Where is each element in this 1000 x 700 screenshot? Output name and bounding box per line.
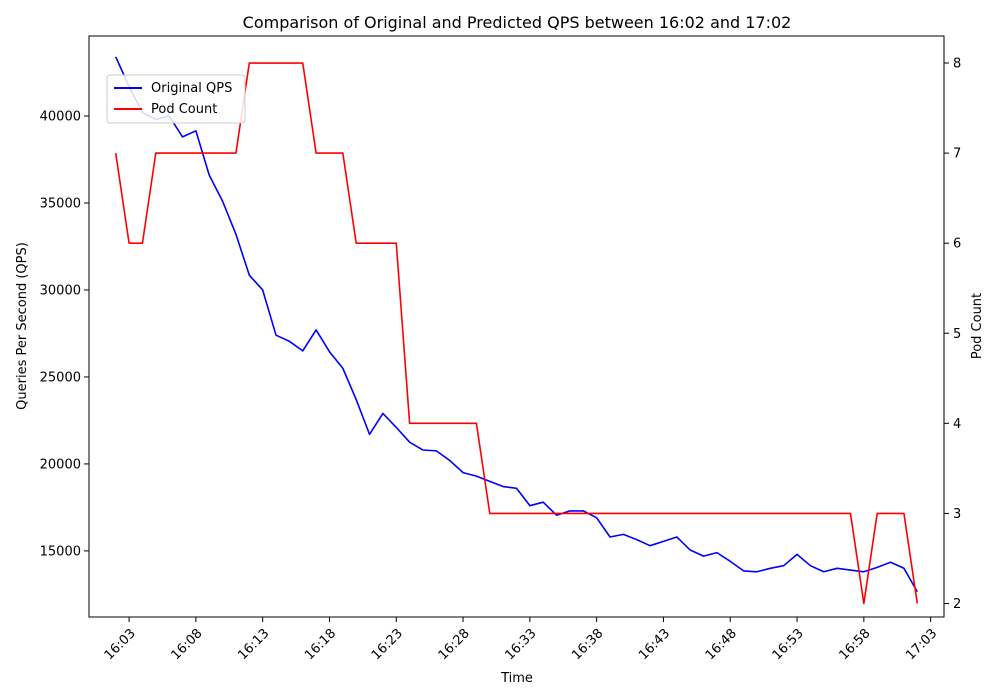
y-axis-label-left: Queries Per Second (QPS) — [15, 242, 30, 410]
series-line-original-qps — [114, 56, 918, 593]
y-right-tick-label: 6 — [953, 237, 961, 252]
x-tick-label: 16:53 — [770, 626, 807, 663]
y-right-tick-label: 5 — [953, 327, 961, 342]
x-tick-label: 16:28 — [436, 626, 473, 663]
series-line-pod-count — [114, 62, 919, 605]
x-tick-label: 16:48 — [703, 626, 740, 663]
y-right-tick-label: 4 — [953, 417, 961, 432]
y-right-tick-label: 7 — [953, 147, 961, 162]
x-tick-label: 17:03 — [903, 626, 940, 663]
series-layer — [114, 56, 919, 605]
x-tick-label: 16:33 — [502, 626, 539, 663]
chart-title: Comparison of Original and Predicted QPS… — [243, 13, 792, 32]
y-left-tick-label: 15000 — [40, 544, 81, 559]
y-left-tick-label: 40000 — [40, 110, 81, 125]
y-right-tick-label: 8 — [953, 57, 961, 72]
y-left-tick-label: 30000 — [40, 283, 81, 298]
legend-label-original-qps: Original QPS — [151, 81, 232, 96]
y-left-tick-label: 35000 — [40, 196, 81, 211]
y-left-tick-label: 20000 — [40, 457, 81, 472]
x-tick-label: 16:18 — [302, 626, 339, 663]
y-right-tick-label: 3 — [953, 507, 961, 522]
x-tick-label: 16:23 — [369, 626, 406, 663]
legend-label-pod-count: Pod Count — [151, 102, 217, 117]
y-left-tick-label: 25000 — [40, 370, 81, 385]
x-tick-label: 16:58 — [836, 626, 873, 663]
x-axis-label: Time — [500, 671, 533, 686]
y-axis-label-right: Pod Count — [970, 293, 985, 359]
y-right-tick-label: 2 — [953, 597, 961, 612]
plot-area — [89, 36, 944, 617]
plot-frame — [88, 35, 945, 618]
legend: Original QPS Pod Count — [106, 74, 246, 124]
x-tick-label: 16:13 — [235, 626, 272, 663]
x-tick-label: 16:38 — [569, 626, 606, 663]
x-tick-label: 16:43 — [636, 626, 673, 663]
x-tick-label: 16:03 — [102, 626, 139, 663]
x-tick-label: 16:08 — [168, 626, 205, 663]
